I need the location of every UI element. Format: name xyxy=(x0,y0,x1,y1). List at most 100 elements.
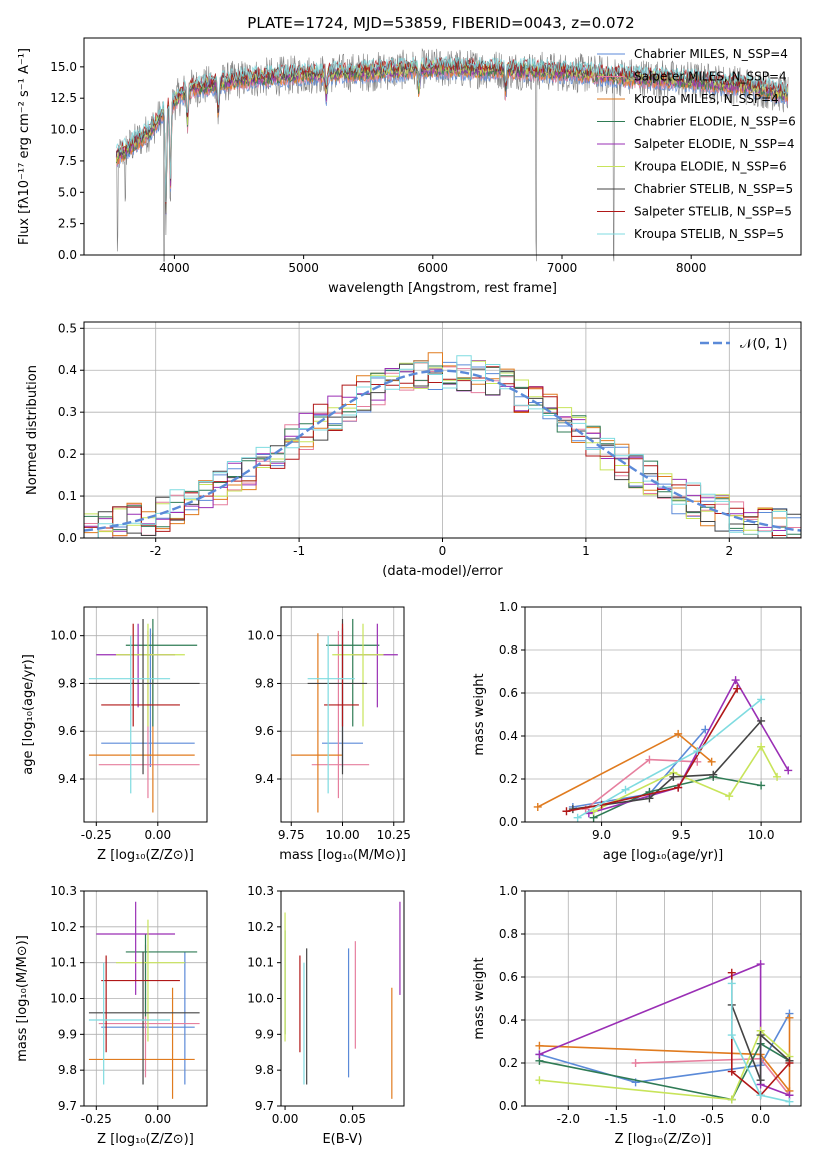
mass-weight-point xyxy=(533,802,542,811)
axes-mass-vs-Z: -0.25 0.00 9.7 9.8 9.9 10.0 10.1 10.2 10.3 Z [log… xyxy=(15,884,208,1147)
axes-mass-weight-vs-age: 9.0 9.5 10.0 0.0 0.2 0.4 0.6 0.8 1.0 age [log₁₀(a… xyxy=(472,600,802,863)
y-tick-label: 10.0 xyxy=(50,629,77,643)
x-tick-label: -0.5 xyxy=(701,1112,724,1126)
mass-weight-point xyxy=(785,1059,794,1067)
y-tick-label: 2.5 xyxy=(58,217,77,231)
y-tick-label: 0.6 xyxy=(499,686,518,700)
y-tick-label: 10.2 xyxy=(247,920,274,934)
mass-weight-point xyxy=(707,757,716,766)
mass-weight-point xyxy=(785,1097,794,1106)
mass-weight-point xyxy=(757,716,766,725)
mass-weight-point xyxy=(581,805,590,814)
x-tick-label: 4000 xyxy=(159,261,190,275)
mass-weight-point xyxy=(757,742,766,751)
mass-weight-series xyxy=(566,688,738,813)
mass-weight-point xyxy=(727,1095,736,1104)
x-tick-label: 6000 xyxy=(418,261,449,275)
plot-area-age-vs-mass xyxy=(291,618,398,813)
legend-label: Kroupa MILES, N_SSP=4 xyxy=(634,92,779,106)
residuals-legend: 𝒩(0, 1) xyxy=(700,337,787,352)
y-tick-label: 15.0 xyxy=(50,60,77,74)
mass-weight-point xyxy=(773,772,782,781)
x-tick-label: -0.25 xyxy=(81,1112,112,1126)
y-tick-label: 0.0 xyxy=(499,1099,518,1113)
y-tick-label: 0.3 xyxy=(58,405,77,419)
mass-weight-point xyxy=(674,783,683,792)
mass-weight-point xyxy=(727,1031,736,1040)
x-tick-label: 0.00 xyxy=(144,1112,171,1126)
mass-weight-point xyxy=(693,747,702,756)
y-tick-label: 10.0 xyxy=(50,123,77,137)
x-tick-label: 2 xyxy=(725,544,733,558)
axes-frame xyxy=(524,606,802,823)
mass-weight-point xyxy=(756,1091,765,1100)
legend-label: Kroupa STELIB, N_SSP=5 xyxy=(634,227,784,241)
y-tick-label: 9.8 xyxy=(58,676,77,690)
y-tick-label: 5.0 xyxy=(58,185,77,199)
model-spectrum-line xyxy=(115,56,788,203)
mass-weight-point xyxy=(693,757,702,766)
x-tick-label: 10.25 xyxy=(377,828,411,842)
y-tick-label: 10.1 xyxy=(247,956,274,970)
mass-weight-point xyxy=(727,968,736,977)
mass-weight-series xyxy=(539,1042,790,1101)
mass-weight-point xyxy=(756,960,765,969)
mass-weight-point xyxy=(631,1059,640,1067)
mass-weight-series xyxy=(731,1004,791,1081)
y-tick-label: 0.0 xyxy=(58,248,77,262)
y-axis-label: mass weight xyxy=(472,673,487,755)
x-axis-label: wavelength [Angstrom, rest frame] xyxy=(328,281,557,296)
legend-label: Salpeter ELODIE, N_SSP=4 xyxy=(634,137,795,151)
y-tick-label: 1.0 xyxy=(499,884,518,898)
mass-weight-point xyxy=(645,794,654,803)
y-axis-label: mass [log₁₀(M/M⊙)] xyxy=(15,935,30,1062)
residual-histogram-step xyxy=(84,355,801,539)
mass-weight-point xyxy=(709,770,718,779)
legend-label: Chabrier STELIB, N_SSP=5 xyxy=(634,182,793,196)
y-axis-label: Flux [fλ10⁻¹⁷ erg cm⁻² s⁻¹ A⁻¹] xyxy=(17,48,32,245)
x-tick-label: -2 xyxy=(150,544,162,558)
y-tick-label: 0.0 xyxy=(499,815,518,829)
x-tick-label: 0.0 xyxy=(751,1112,770,1126)
mass-weight-point xyxy=(573,813,582,822)
x-tick-label: 9.75 xyxy=(278,828,305,842)
mass-weight-point xyxy=(562,807,571,816)
x-tick-label: 9.0 xyxy=(592,828,611,842)
mass-weight-point xyxy=(731,676,740,685)
x-axis-label: (data-model)/error xyxy=(382,564,503,579)
y-tick-label: 0.8 xyxy=(499,927,518,941)
y-tick-label: 0.1 xyxy=(58,489,77,503)
x-tick-label: -0.25 xyxy=(81,828,112,842)
axes-frame xyxy=(83,37,802,256)
x-axis-label: age [log₁₀(age/yr)] xyxy=(603,848,724,863)
mass-weight-point xyxy=(701,725,710,734)
y-tick-label: 9.9 xyxy=(58,1027,77,1041)
mass-weight-point xyxy=(725,792,734,801)
y-tick-label: 10.3 xyxy=(50,884,77,898)
mass-weight-point xyxy=(669,772,678,781)
y-tick-label: 0.4 xyxy=(499,729,518,743)
x-tick-label: 5000 xyxy=(288,261,319,275)
figure-title: PLATE=1724, MJD=53859, FIBERID=0043, z=0… xyxy=(247,14,634,32)
y-tick-label: 1.0 xyxy=(499,600,518,614)
x-tick-label: 9.5 xyxy=(672,828,691,842)
y-tick-label: 9.7 xyxy=(58,1099,77,1113)
y-tick-label: 0.2 xyxy=(499,772,518,786)
y-tick-label: 10.2 xyxy=(50,920,77,934)
mass-weight-series xyxy=(730,983,790,1103)
plot-area-residuals xyxy=(83,352,802,539)
axes-mass-weight-vs-Z: -2.0 -1.5 -1.0 -0.5 0.0 0.0 0.2 0.4 0.6 0.8 1.0 Z [… xyxy=(472,884,802,1147)
x-axis-label: Z [log₁₀(Z/Z⊙)] xyxy=(97,848,194,863)
plot-area-spectrum xyxy=(115,47,789,262)
y-tick-label: 10.0 xyxy=(50,992,77,1006)
y-axis-label: Normed distribution xyxy=(25,365,40,495)
y-tick-label: 10.3 xyxy=(247,884,274,898)
mass-weight-point xyxy=(535,1076,544,1085)
x-tick-label: 0 xyxy=(439,544,447,558)
axes-frame xyxy=(83,606,208,823)
legend-label: Salpeter MILES, N_SSP=4 xyxy=(634,70,787,84)
y-tick-label: 12.5 xyxy=(50,91,77,105)
y-axis-label: age [log₁₀(age/yr)] xyxy=(21,654,36,775)
x-tick-label: 8000 xyxy=(676,261,707,275)
